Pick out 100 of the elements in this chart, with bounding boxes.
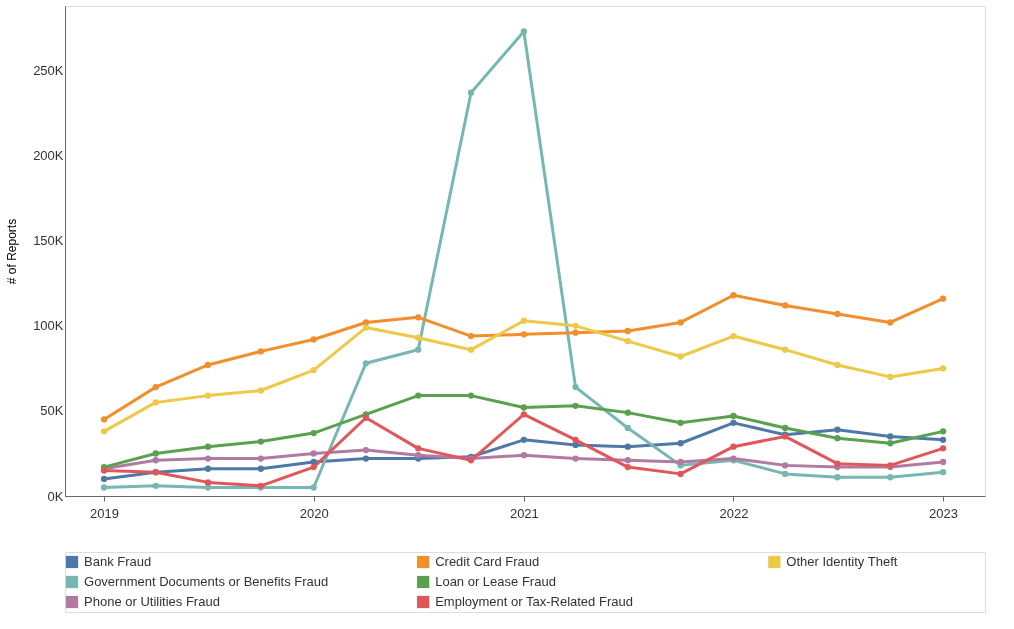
point bbox=[204, 465, 212, 472]
point bbox=[572, 329, 579, 336]
point bbox=[834, 474, 841, 481]
point bbox=[257, 465, 264, 472]
point bbox=[939, 295, 947, 302]
point bbox=[152, 383, 159, 391]
point bbox=[677, 440, 684, 447]
point bbox=[781, 424, 789, 432]
point bbox=[204, 361, 212, 369]
point bbox=[834, 435, 841, 442]
legend-label: Credit Card Fraud bbox=[435, 554, 540, 569]
legend-label: Government Documents or Benefits Fraud bbox=[84, 574, 329, 589]
x-tick-label: 2019 bbox=[90, 505, 120, 521]
point bbox=[415, 334, 422, 341]
point bbox=[257, 348, 264, 355]
point bbox=[677, 319, 684, 326]
point bbox=[467, 89, 475, 96]
point bbox=[257, 387, 264, 394]
point bbox=[939, 469, 947, 476]
point bbox=[887, 440, 894, 447]
point bbox=[834, 460, 841, 467]
point bbox=[677, 470, 684, 478]
point bbox=[939, 428, 947, 435]
y-tick-label: 50K bbox=[40, 403, 64, 419]
point bbox=[415, 392, 422, 399]
point bbox=[730, 332, 737, 340]
y-tick-label: 200K bbox=[33, 148, 64, 164]
point bbox=[624, 424, 631, 432]
point bbox=[310, 429, 317, 437]
y-tick-label: 250K bbox=[33, 63, 64, 79]
point bbox=[887, 319, 894, 326]
point bbox=[100, 484, 108, 491]
legend-label: Loan or Lease Fraud bbox=[435, 574, 556, 589]
point bbox=[520, 404, 528, 411]
point bbox=[887, 373, 894, 381]
point bbox=[152, 482, 159, 489]
point bbox=[310, 484, 317, 491]
legend-label: Bank Fraud bbox=[84, 554, 152, 569]
point bbox=[624, 443, 631, 450]
point bbox=[730, 443, 737, 450]
point bbox=[415, 314, 422, 321]
point bbox=[624, 463, 631, 471]
point bbox=[572, 322, 579, 330]
point bbox=[152, 399, 159, 406]
point bbox=[204, 443, 212, 450]
point bbox=[310, 458, 317, 466]
point bbox=[310, 450, 317, 457]
legend-label: Phone or Utilities Fraud bbox=[84, 594, 220, 609]
point bbox=[100, 475, 108, 483]
y-tick-label: 100K bbox=[33, 318, 64, 334]
point bbox=[520, 436, 528, 444]
point bbox=[310, 336, 317, 343]
point bbox=[730, 419, 737, 426]
point bbox=[520, 317, 528, 324]
point bbox=[624, 409, 631, 416]
point bbox=[834, 361, 841, 369]
point bbox=[834, 310, 841, 318]
point bbox=[939, 436, 947, 444]
point bbox=[834, 426, 841, 433]
point bbox=[572, 441, 579, 449]
point bbox=[152, 450, 159, 457]
x-tick-label: 2022 bbox=[719, 505, 749, 521]
point bbox=[520, 331, 528, 338]
point bbox=[572, 383, 579, 391]
x-tick-label: 2023 bbox=[929, 505, 959, 521]
point bbox=[781, 346, 789, 353]
point bbox=[572, 455, 579, 462]
point bbox=[677, 458, 684, 466]
y-tick-label: 0K bbox=[47, 488, 64, 504]
point bbox=[781, 462, 789, 469]
point bbox=[310, 366, 317, 374]
point bbox=[520, 411, 528, 418]
point bbox=[257, 455, 264, 462]
point bbox=[204, 392, 212, 399]
point bbox=[100, 416, 108, 423]
point bbox=[730, 292, 737, 299]
point bbox=[467, 332, 475, 340]
point bbox=[730, 412, 737, 420]
point bbox=[939, 458, 947, 466]
point bbox=[204, 484, 212, 491]
point bbox=[467, 392, 475, 399]
point bbox=[415, 346, 422, 353]
point bbox=[152, 457, 159, 464]
point bbox=[415, 445, 422, 452]
point bbox=[204, 479, 212, 486]
point bbox=[100, 428, 108, 435]
point bbox=[520, 452, 528, 459]
point bbox=[939, 445, 947, 452]
y-axis-title: # of Reports bbox=[5, 218, 20, 285]
point bbox=[781, 302, 789, 309]
point bbox=[362, 455, 370, 462]
x-tick-label: 2021 bbox=[509, 505, 539, 521]
x-tick-label: 2020 bbox=[299, 505, 329, 521]
point bbox=[520, 28, 528, 35]
point bbox=[677, 419, 684, 426]
point bbox=[624, 327, 631, 335]
point bbox=[572, 436, 579, 444]
point bbox=[887, 433, 894, 440]
point bbox=[467, 346, 475, 353]
point bbox=[362, 324, 370, 331]
